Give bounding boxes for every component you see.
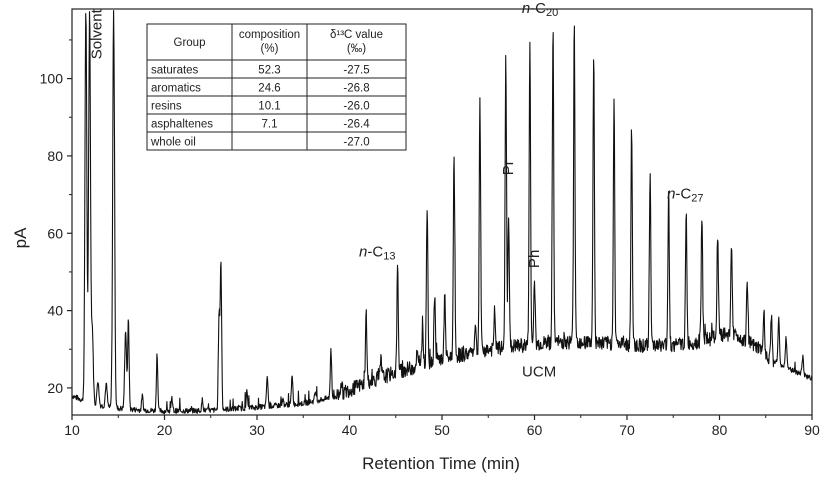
x-tick-label: 80 [712, 422, 728, 438]
table-cell: 52.3 [258, 65, 280, 77]
table-cell: 24.6 [258, 83, 280, 95]
x-tick-label: 90 [804, 422, 820, 438]
y-tick-label: 40 [47, 303, 63, 319]
annotation-subscript: 20 [546, 7, 558, 19]
annotation-n-c-20: n-C20 [522, 0, 558, 19]
table-cell: asphaltenes [151, 119, 213, 131]
x-tick-label: 20 [157, 422, 173, 438]
table-header-cell: Group [174, 37, 206, 49]
annotation-subscript: 27 [691, 192, 703, 204]
y-tick-label: 100 [40, 71, 64, 87]
table-cell: aromatics [151, 83, 201, 95]
y-tick-label: 20 [47, 380, 63, 396]
annotation-main: -C [367, 243, 383, 260]
table-cell: resins [151, 101, 182, 113]
composition-table: Group composition (%) δ¹³C value (‰) saturate… [146, 23, 407, 151]
annotation-prefix: n [359, 243, 367, 260]
table-cell: -26.8 [343, 83, 369, 95]
x-tick-label: 60 [527, 422, 543, 438]
table-frame [146, 23, 407, 151]
table-cell: whole oil [150, 137, 196, 149]
y-axis-title: pA [11, 227, 30, 248]
chromatogram-series-line [71, 10, 813, 415]
table-cell: -27.5 [343, 65, 369, 77]
table-cell: 10.1 [258, 101, 280, 113]
annotation-n-c-13: n-C13 [359, 243, 395, 262]
annotation-ph: Ph [526, 250, 543, 268]
table-header-cell: composition [239, 29, 300, 41]
annotation-prefix: n [522, 0, 530, 17]
annotation-ucm: UCM [522, 363, 556, 380]
table-cell: 7.1 [262, 119, 278, 131]
table-header-unit: (‰) [347, 43, 366, 55]
annotation-pr: Pr [500, 160, 517, 175]
x-tick-label: 30 [249, 422, 265, 438]
x-axis-title: Retention Time (min) [362, 454, 520, 473]
table-header-cell: δ¹³C value [330, 29, 383, 41]
annotation-main: -C [675, 185, 691, 202]
y-tick-label: 60 [47, 225, 63, 241]
table-cell: -27.0 [343, 137, 369, 149]
chromatogram-trace-layer [71, 10, 813, 415]
y-tick-label: 80 [47, 148, 63, 164]
table-cell: -26.4 [343, 119, 370, 131]
x-tick-label: 10 [64, 422, 80, 438]
annotation-n-c-27: n-C27 [667, 185, 703, 204]
table-cell: -26.0 [343, 101, 369, 113]
x-tick-label: 70 [619, 422, 635, 438]
annotation-subscript: 13 [383, 250, 395, 262]
table-cell: saturates [151, 65, 199, 77]
annotation-prefix: n [667, 185, 675, 202]
annotation-solvent: Solvent [89, 8, 106, 59]
table-header-unit: (%) [261, 43, 279, 55]
x-tick-label: 50 [434, 422, 450, 438]
annotation-main: -C [530, 0, 546, 17]
x-tick-label: 40 [342, 422, 358, 438]
axes-layer: 10 20 30 40 50 60 70 80 90 20 40 60 80 100 [40, 8, 820, 438]
